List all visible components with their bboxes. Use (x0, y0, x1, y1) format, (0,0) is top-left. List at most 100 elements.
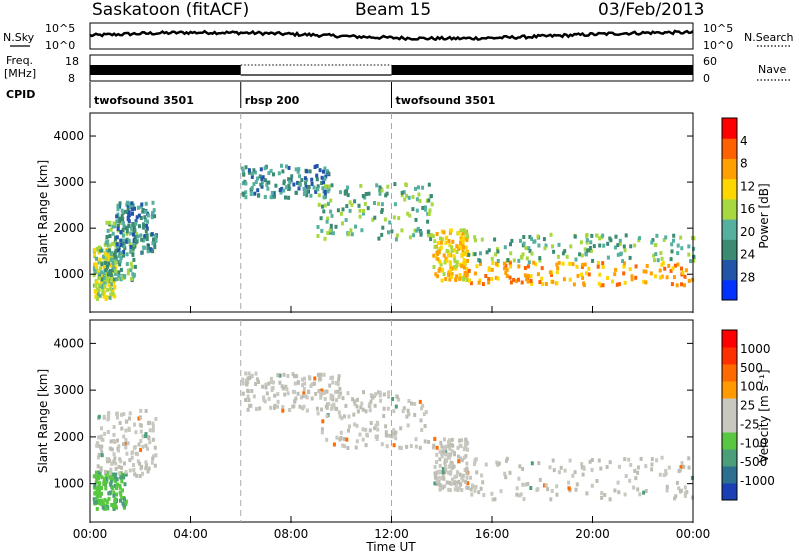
echo-cell (602, 243, 606, 248)
echo-cell (264, 385, 268, 390)
echo-cell (96, 297, 100, 301)
echo-cell (617, 282, 621, 287)
echo-cell (368, 428, 372, 433)
echo-cell (493, 237, 497, 242)
echo-cell (119, 475, 123, 480)
echo-cell (272, 405, 276, 410)
echo-cell (606, 241, 610, 246)
nsearch-tick-top: 10^5 (703, 22, 733, 35)
echo-cell (392, 443, 396, 448)
echo-cell (375, 420, 379, 425)
echo-cell (134, 430, 138, 435)
time-xlabel: Time UT (365, 540, 416, 554)
echo-cell (493, 497, 497, 502)
echo-cell (490, 256, 494, 261)
echo-cell (118, 490, 122, 495)
echo-cell (93, 483, 97, 488)
echo-cell (540, 276, 544, 281)
echo-cell (252, 168, 256, 173)
echo-cell (274, 183, 278, 188)
echo-cell (473, 488, 477, 493)
echo-cell (241, 377, 245, 382)
echo-cell (451, 239, 455, 244)
echo-cell (450, 437, 454, 442)
echo-cell (108, 475, 112, 480)
echo-cell (335, 435, 339, 440)
echo-cell (384, 424, 388, 429)
echo-cell (676, 243, 680, 248)
echo-cell (614, 267, 618, 272)
echo-cell (473, 235, 477, 240)
echo-cell (280, 384, 284, 389)
echo-cell (350, 232, 354, 237)
echo-cell (465, 461, 469, 466)
echo-cell (341, 443, 345, 448)
echo-cell (687, 278, 691, 283)
echo-cell (320, 427, 324, 432)
echo-cell (129, 245, 133, 249)
echo-cell (487, 248, 491, 253)
echo-cell (639, 456, 643, 461)
echo-cell (114, 239, 117, 243)
echo-cell (101, 289, 105, 293)
echo-cell (622, 244, 626, 249)
echo-cell (316, 234, 320, 238)
echo-cell (265, 182, 269, 187)
echo-cell (538, 258, 542, 263)
echo-cell (280, 163, 283, 168)
echo-cell (96, 487, 99, 492)
echo-cell (244, 195, 248, 200)
echo-cell (276, 392, 280, 397)
echo-cell (108, 234, 112, 238)
echo-cell (112, 432, 116, 437)
echo-cell (490, 491, 494, 496)
echo-cell (362, 211, 365, 216)
echo-cell (123, 246, 127, 251)
echo-cell (532, 260, 536, 265)
echo-cell (525, 256, 529, 261)
echo-cell (107, 261, 111, 266)
echo-cell (281, 386, 285, 391)
echo-cell (382, 406, 386, 411)
echo-cell (472, 462, 476, 467)
echo-cell (269, 168, 273, 173)
echo-cell (619, 251, 623, 256)
echo-cell (457, 454, 460, 459)
echo-cell (673, 263, 677, 268)
echo-cell (449, 442, 453, 447)
echo-cell (310, 177, 314, 182)
echo-cell (465, 485, 469, 490)
echo-cell (543, 483, 546, 488)
nsearch-label: N.Search (744, 31, 794, 44)
echo-cell (136, 452, 139, 457)
echo-cell (439, 240, 443, 245)
echo-cell (108, 446, 112, 451)
echo-cell (445, 235, 449, 240)
echo-cell (102, 414, 106, 419)
echo-cell (633, 243, 637, 248)
echo-cell (692, 246, 696, 251)
echo-cell (298, 174, 301, 179)
echo-cell (102, 265, 106, 270)
echo-cell (655, 458, 659, 463)
echo-cell (473, 252, 477, 257)
echo-cell (310, 396, 314, 401)
echo-cell (590, 458, 594, 462)
echo-cell (105, 499, 109, 504)
echo-cell (329, 209, 333, 214)
echo-cell (115, 214, 119, 219)
echo-cell (475, 264, 479, 269)
colorbar-tick-label: 12 (740, 179, 755, 193)
echo-cell (351, 397, 355, 402)
echo-cell (101, 291, 105, 296)
cpid-row: twofsound 3501 rbsp 200 twofsound 3501 (89, 82, 495, 108)
echo-cell (600, 495, 604, 500)
echo-cell (125, 451, 129, 456)
echo-cell (247, 170, 251, 175)
echo-cell (475, 470, 479, 475)
echo-cell (438, 483, 442, 488)
echo-cell (435, 250, 439, 255)
echo-cell (319, 372, 323, 377)
echo-cell (144, 201, 148, 206)
